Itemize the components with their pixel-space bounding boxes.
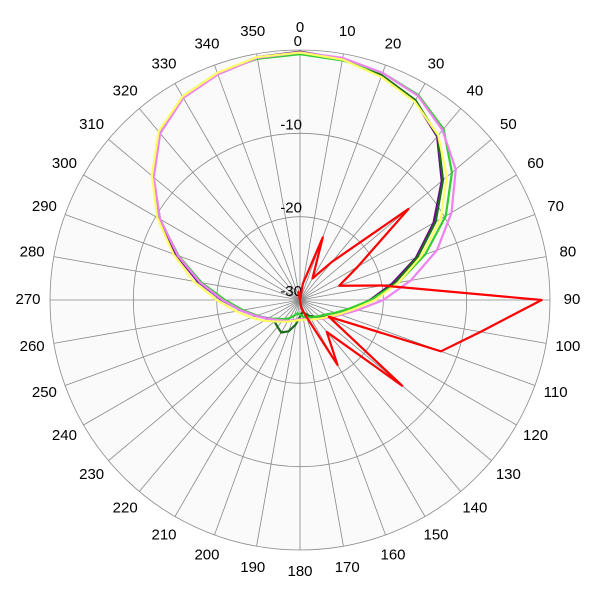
angle-label: 40 [466, 83, 483, 100]
grid-circle [49, 49, 551, 551]
spoke [256, 53, 301, 301]
spoke [299, 53, 344, 301]
spoke [299, 256, 547, 301]
spoke [138, 108, 301, 301]
angle-label: 60 [527, 155, 544, 172]
angle-label: 50 [500, 116, 517, 133]
spoke [214, 64, 301, 301]
spoke [53, 299, 301, 344]
spoke [299, 64, 386, 301]
angle-label: 340 [194, 35, 219, 52]
angle-label: 0 [296, 19, 304, 36]
spoke [174, 299, 301, 517]
angle-label: 190 [240, 559, 265, 576]
angle-label: 310 [79, 116, 104, 133]
spoke [256, 299, 301, 547]
angle-label: 260 [20, 338, 45, 355]
angle-label: 230 [79, 466, 104, 483]
spoke [299, 174, 517, 301]
spoke [64, 214, 301, 301]
angle-label: 240 [52, 427, 77, 444]
grid-circle [132, 132, 468, 468]
angle-label: 210 [151, 527, 176, 544]
angle-label: 80 [560, 244, 577, 261]
angle-label: 10 [339, 23, 356, 40]
spoke [299, 299, 517, 426]
angle-label: 150 [423, 527, 448, 544]
angle-label: 220 [113, 499, 138, 516]
angle-label: 350 [240, 23, 265, 40]
angle-label: 90 [564, 291, 581, 308]
spoke [299, 299, 547, 344]
radial-label: -30 [280, 283, 302, 300]
angle-label: 140 [462, 499, 487, 516]
angle-label: 320 [113, 83, 138, 100]
spoke [299, 138, 492, 301]
angle-label: 290 [32, 198, 57, 215]
spoke [299, 108, 462, 301]
spoke [299, 299, 344, 547]
radial-label: -20 [280, 200, 302, 217]
angle-label: 250 [32, 384, 57, 401]
spoke [174, 83, 301, 301]
angle-label: 200 [194, 547, 219, 564]
radial-label: -10 [280, 116, 302, 133]
angle-label: 30 [428, 55, 445, 72]
angle-label: 330 [151, 55, 176, 72]
radial-label: 0 [294, 33, 302, 50]
series-line [297, 207, 543, 387]
angle-label: 110 [544, 384, 568, 401]
angle-label: 180 [287, 563, 312, 580]
angle-label: 300 [52, 155, 77, 172]
spoke [138, 299, 301, 492]
spoke [299, 299, 426, 517]
spoke [214, 299, 301, 536]
spoke [299, 83, 426, 301]
series-line [150, 51, 448, 323]
spoke [299, 299, 386, 536]
angle-label: 100 [555, 338, 580, 355]
angle-label: 130 [496, 466, 521, 483]
spoke [108, 299, 301, 462]
angle-label: 270 [15, 291, 40, 308]
angle-label: 70 [547, 198, 564, 215]
angle-label: 120 [523, 427, 548, 444]
angle-label: 280 [20, 244, 45, 261]
angle-label: 170 [335, 559, 360, 576]
spoke [108, 138, 301, 301]
spoke [64, 299, 301, 386]
angle-label: 160 [381, 547, 406, 564]
spoke [53, 256, 301, 301]
angle-label: 20 [385, 35, 402, 52]
spoke [83, 174, 301, 301]
